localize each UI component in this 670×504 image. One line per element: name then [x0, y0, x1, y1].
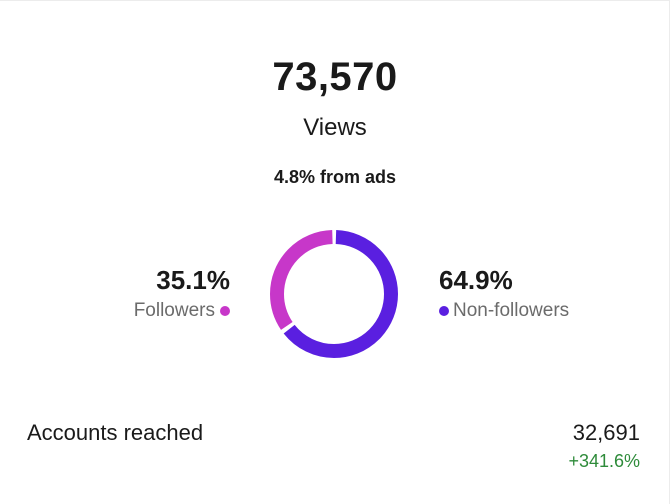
non-followers-legend: 64.9% Non-followers [439, 264, 569, 324]
followers-arc [270, 230, 398, 358]
followers-label: Followers [133, 300, 215, 321]
accounts-reached-change: +341.6% [568, 451, 640, 471]
followers-percent: 35.1% [156, 265, 230, 295]
views-total: 73,570 [272, 55, 398, 99]
non-followers-arc [270, 230, 398, 358]
audience-donut-chart [270, 230, 398, 358]
accounts-reached-label: Accounts reached [27, 420, 204, 445]
followers-dot-icon [220, 306, 230, 316]
top-divider [0, 0, 670, 1]
followers-label-row: Followers [134, 298, 230, 324]
non-followers-percent: 64.9% [439, 265, 513, 295]
followers-legend: 35.1% Followers [134, 264, 230, 324]
accounts-reached-value: 32,691 [572, 420, 640, 445]
views-label: Views [303, 114, 367, 141]
ads-percentage-note: 4.8% from ads [273, 167, 397, 187]
non-followers-dot-icon [439, 306, 449, 316]
non-followers-label-row: Non-followers [439, 298, 569, 324]
non-followers-label: Non-followers [453, 300, 570, 321]
